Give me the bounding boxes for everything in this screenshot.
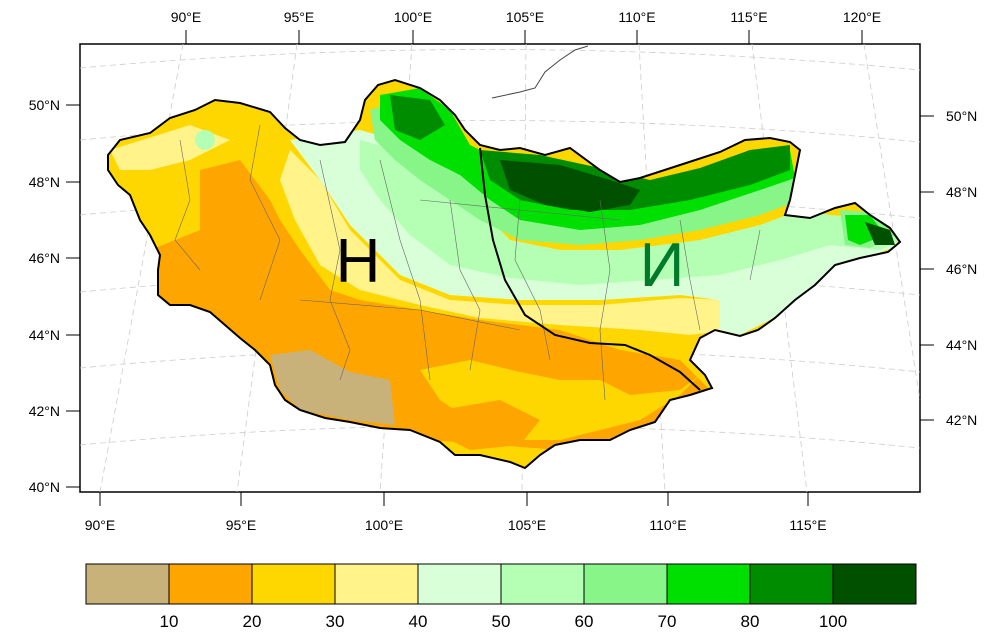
colorbar-tick-label: 10 [160, 612, 179, 631]
left-ticks [66, 104, 80, 488]
tick-label: 100°E [365, 517, 403, 533]
tick-label: 95°E [226, 517, 257, 533]
colorbar-tick-label: 70 [658, 612, 677, 631]
tick-label: 44°N [946, 337, 977, 353]
tick-label: 90°E [171, 9, 202, 25]
colorbar-tick-label: 30 [326, 612, 345, 631]
right-lat-labels: 50°N 48°N 46°N 44°N 42°N [946, 108, 977, 428]
colorbar-tick-label: 50 [492, 612, 511, 631]
tick-label: 110°E [649, 517, 686, 533]
country-outline [107, 78, 902, 470]
colorbar-box [500, 563, 585, 605]
dividing-line [479, 147, 701, 391]
colorbar-box [251, 563, 336, 605]
colorbar-box [666, 563, 751, 605]
tick-label: 120°E [843, 9, 881, 25]
bottom-lon-labels: 90°E 95°E 100°E 105°E 110°E 115°E [85, 517, 827, 533]
tick-label: 100°E [394, 9, 432, 25]
colorbar-box [168, 563, 253, 605]
tick-label: 48°N [946, 184, 977, 200]
colorbar-box [334, 563, 419, 605]
tick-label: 110°E [618, 9, 655, 25]
tick-label: 95°E [284, 9, 315, 25]
tick-label: 46°N [29, 250, 60, 266]
colorbar-tick-label: 60 [575, 612, 594, 631]
left-lat-labels: 50°N 48°N 46°N 44°N 42°N 40°N [29, 97, 60, 495]
colorbar-tick-label: 100 [819, 612, 847, 631]
colorbar-tick-label: 20 [243, 612, 262, 631]
right-ticks [920, 115, 934, 421]
province-borders [174, 124, 761, 401]
colorbar-box [583, 563, 668, 605]
border-fragment [491, 45, 589, 99]
tick-label: 115°E [789, 517, 826, 533]
region-label-west: H [336, 227, 381, 296]
tick-label: 44°N [29, 327, 60, 343]
colorbar-box [832, 563, 917, 605]
tick-label: 105°E [508, 517, 546, 533]
colorbar-box [417, 563, 502, 605]
tick-label: 40°N [29, 479, 60, 495]
tick-label: 50°N [946, 108, 977, 124]
colorbar-box [85, 563, 170, 605]
tick-label: 42°N [946, 412, 977, 428]
bottom-ticks [99, 492, 809, 506]
region-label-east: И [640, 231, 685, 300]
tick-label: 48°N [29, 174, 60, 190]
colorbar-box [749, 563, 834, 605]
colorbar-tick-label: 40 [409, 612, 428, 631]
top-lon-labels: 90°E 95°E 100°E 105°E 110°E 115°E 120°E [171, 9, 881, 25]
top-ticks [185, 30, 863, 44]
tick-label: 42°N [29, 403, 60, 419]
tick-label: 115°E [730, 9, 767, 25]
tick-label: 105°E [506, 9, 544, 25]
colorbar: 10 20 30 40 50 60 70 80 100 [85, 563, 917, 631]
tick-label: 46°N [946, 261, 977, 277]
tick-label: 90°E [85, 517, 116, 533]
tick-label: 50°N [29, 97, 60, 113]
colorbar-tick-label: 80 [741, 612, 760, 631]
